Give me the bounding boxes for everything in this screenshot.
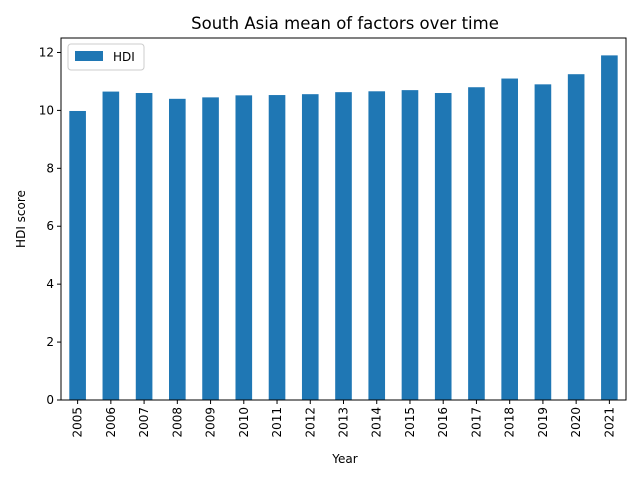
y-tick-label-2: 2 xyxy=(46,335,54,349)
x-tick-label-2020: 2020 xyxy=(569,407,583,438)
y-tick-label-4: 4 xyxy=(46,277,54,291)
bar-2007 xyxy=(135,93,153,401)
x-tick-label-2006: 2006 xyxy=(104,407,118,438)
x-tick-label-2019: 2019 xyxy=(536,407,550,438)
bar-2019 xyxy=(534,84,552,400)
bar-2020 xyxy=(567,74,585,400)
bars-group xyxy=(69,55,618,401)
x-tick-label-2017: 2017 xyxy=(469,407,483,438)
bar-2016 xyxy=(434,93,452,401)
bar-2021 xyxy=(601,55,618,400)
plot-frame xyxy=(60,37,627,401)
x-tick-label-2018: 2018 xyxy=(503,407,517,438)
y-tick-label-10: 10 xyxy=(39,103,54,117)
bar-2013 xyxy=(335,92,352,400)
x-tick-label-2012: 2012 xyxy=(303,407,317,438)
x-axis-ticks: 2005 2006 2007 2008 2009 2010 2011 2012 2013 2014… xyxy=(71,400,616,438)
x-tick-label-2016: 2016 xyxy=(436,407,450,438)
bar-2014 xyxy=(368,91,386,400)
bar-2008 xyxy=(169,98,186,400)
x-tick-label-2021: 2021 xyxy=(602,407,616,438)
bar-2011 xyxy=(268,95,286,401)
chart-title: South Asia mean of factors over time xyxy=(191,14,499,33)
bar-2005 xyxy=(69,110,86,400)
y-axis-ticks: 0 2 4 6 8 10 12 xyxy=(39,45,61,407)
bar-2018 xyxy=(501,78,518,400)
y-axis-label: HDI score xyxy=(14,190,28,248)
x-tick-label-2013: 2013 xyxy=(337,407,351,438)
bar-2009 xyxy=(202,97,219,401)
x-tick-label-2011: 2011 xyxy=(270,407,284,438)
legend-swatch xyxy=(75,51,103,61)
x-tick-label-2015: 2015 xyxy=(403,407,417,438)
x-tick-label-2007: 2007 xyxy=(137,407,151,438)
legend-box xyxy=(67,43,145,71)
y-tick-label-6: 6 xyxy=(46,219,54,233)
x-tick-label-2010: 2010 xyxy=(237,407,251,438)
y-tick-label-12: 12 xyxy=(39,45,54,59)
bar-2010 xyxy=(235,95,253,400)
x-tick-label-2008: 2008 xyxy=(170,407,184,438)
x-tick-label-2014: 2014 xyxy=(370,407,384,438)
bar-2006 xyxy=(102,91,120,400)
bar-2017 xyxy=(468,87,485,400)
x-axis-label: Year xyxy=(331,452,357,466)
bar-2015 xyxy=(401,90,419,400)
legend-label-hdi: HDI xyxy=(113,50,135,64)
y-tick-label-8: 8 xyxy=(46,161,54,175)
x-tick-label-2005: 2005 xyxy=(71,407,85,438)
y-tick-label-0: 0 xyxy=(46,393,54,407)
x-tick-label-2009: 2009 xyxy=(204,407,218,438)
legend: HDI xyxy=(67,43,145,71)
bar-2012 xyxy=(301,94,319,401)
